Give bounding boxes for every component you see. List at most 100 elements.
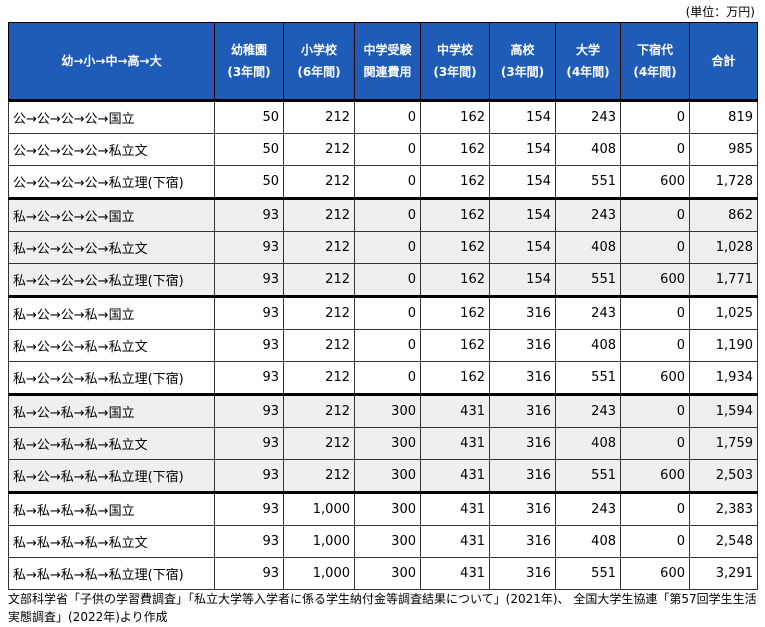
value-cell: 408 (555, 133, 621, 166)
value-cell: 162 (420, 99, 490, 134)
value-cell: 0 (354, 99, 421, 134)
value-cell: 0 (620, 329, 690, 362)
value-cell: 1,728 (689, 165, 758, 199)
value-cell: 300 (354, 491, 421, 526)
value-cell: 551 (555, 557, 621, 590)
value-cell: 212 (283, 133, 355, 166)
value-cell: 1,028 (689, 231, 758, 264)
value-cell: 408 (555, 231, 621, 264)
value-cell: 300 (354, 427, 421, 460)
header-line: 高校 (510, 43, 535, 57)
header-line: 合計 (711, 54, 736, 68)
value-cell: 212 (283, 427, 355, 460)
value-cell: 212 (283, 459, 355, 493)
value-cell: 93 (214, 361, 284, 395)
header-cell: 中学受験 関連費用 (354, 22, 421, 101)
route-cell: 私→公→公→公→国立 (8, 197, 215, 232)
table-row: 私→公→私→私→私立理(下宿) 93 212 300 431 316 551 600 2,503 (8, 459, 758, 493)
route-cell: 私→公→公→公→私立文 (8, 231, 215, 264)
header-line: 幼稚園 (230, 43, 267, 57)
value-cell: 154 (489, 99, 556, 134)
value-cell: 0 (620, 295, 690, 330)
value-cell: 93 (214, 491, 284, 526)
footnote: 文部科学省「子供の学習費調査」「私立大学等入学者に係る学生納付金等調査結果につい… (8, 592, 757, 624)
table-row: 公→公→公→公→私立文 50 212 0 162 154 408 0 985 (8, 133, 758, 166)
value-cell: 1,594 (689, 393, 758, 428)
value-cell: 316 (489, 557, 556, 590)
value-cell: 600 (620, 165, 690, 199)
header-line: 幼→小→中→高→大 (61, 54, 162, 68)
value-cell: 0 (620, 197, 690, 232)
header-cell: 中学校 (3年間) (420, 22, 490, 101)
value-cell: 50 (214, 165, 284, 199)
value-cell: 600 (620, 263, 690, 297)
value-cell: 93 (214, 197, 284, 232)
value-cell: 316 (489, 525, 556, 558)
value-cell: 300 (354, 525, 421, 558)
value-cell: 93 (214, 459, 284, 493)
header-line: 大学 (575, 43, 600, 57)
value-cell: 162 (420, 329, 490, 362)
route-cell: 私→公→私→私→私立理(下宿) (8, 459, 215, 493)
value-cell: 212 (283, 197, 355, 232)
value-cell: 551 (555, 263, 621, 297)
value-cell: 154 (489, 197, 556, 232)
header-line: 中学受験 (363, 43, 412, 57)
value-cell: 154 (489, 231, 556, 264)
value-cell: 1,000 (283, 525, 355, 558)
table-row: 私→公→公→私→私立文 93 212 0 162 316 408 0 1,190 (8, 329, 758, 362)
value-cell: 0 (354, 165, 421, 199)
route-cell: 公→公→公→公→私立文 (8, 133, 215, 166)
value-cell: 50 (214, 133, 284, 166)
header-line: (4年間) (633, 65, 677, 79)
table-row: 公→公→公→公→国立 50 212 0 162 154 243 0 819 (8, 99, 758, 134)
table-row: 私→私→私→私→私立理(下宿) 93 1,000 300 431 316 551 600 3,2… (8, 557, 758, 590)
value-cell: 243 (555, 393, 621, 428)
unit-label: (単位：万円) (685, 5, 755, 19)
table-row: 私→公→私→私→国立 93 212 300 431 316 243 0 1,594 (8, 393, 758, 428)
value-cell: 2,548 (689, 525, 758, 558)
value-cell: 862 (689, 197, 758, 232)
value-cell: 316 (489, 393, 556, 428)
value-cell: 93 (214, 427, 284, 460)
header-line: (4年間) (566, 65, 610, 79)
header-cell: 合計 (689, 22, 758, 101)
value-cell: 243 (555, 197, 621, 232)
value-cell: 93 (214, 263, 284, 297)
value-cell: 0 (354, 295, 421, 330)
header-line: (3年間) (433, 65, 477, 79)
value-cell: 0 (620, 133, 690, 166)
route-cell: 公→公→公→公→国立 (8, 99, 215, 134)
value-cell: 243 (555, 295, 621, 330)
value-cell: 408 (555, 427, 621, 460)
value-cell: 1,759 (689, 427, 758, 460)
table-row: 私→公→私→私→私立文 93 212 300 431 316 408 0 1,759 (8, 427, 758, 460)
route-cell: 公→公→公→公→私立理(下宿) (8, 165, 215, 199)
route-cell: 私→私→私→私→私立理(下宿) (8, 557, 215, 590)
route-cell: 私→公→私→私→私立文 (8, 427, 215, 460)
value-cell: 154 (489, 263, 556, 297)
value-cell: 162 (420, 231, 490, 264)
table-row: 公→公→公→公→私立理(下宿) 50 212 0 162 154 551 600 1,728 (8, 165, 758, 199)
table-row: 私→公→公→公→私立文 93 212 0 162 154 408 0 1,028 (8, 231, 758, 264)
value-cell: 1,934 (689, 361, 758, 395)
header-line: 関連費用 (363, 65, 412, 79)
header-cell: 大学 (4年間) (555, 22, 621, 101)
value-cell: 2,383 (689, 491, 758, 526)
route-cell: 私→私→私→私→国立 (8, 491, 215, 526)
header-line: 小学校 (300, 43, 337, 57)
header-cell: 幼→小→中→高→大 (8, 22, 215, 101)
value-cell: 1,000 (283, 557, 355, 590)
value-cell: 162 (420, 295, 490, 330)
route-cell: 私→公→公→公→私立理(下宿) (8, 263, 215, 297)
table-row: 私→公→公→公→私立理(下宿) 93 212 0 162 154 551 600 1,771 (8, 263, 758, 297)
value-cell: 551 (555, 361, 621, 395)
value-cell: 1,190 (689, 329, 758, 362)
value-cell: 408 (555, 329, 621, 362)
value-cell: 551 (555, 459, 621, 493)
value-cell: 431 (420, 427, 490, 460)
value-cell: 243 (555, 491, 621, 526)
value-cell: 0 (354, 133, 421, 166)
value-cell: 316 (489, 361, 556, 395)
route-cell: 私→公→公→私→私立文 (8, 329, 215, 362)
